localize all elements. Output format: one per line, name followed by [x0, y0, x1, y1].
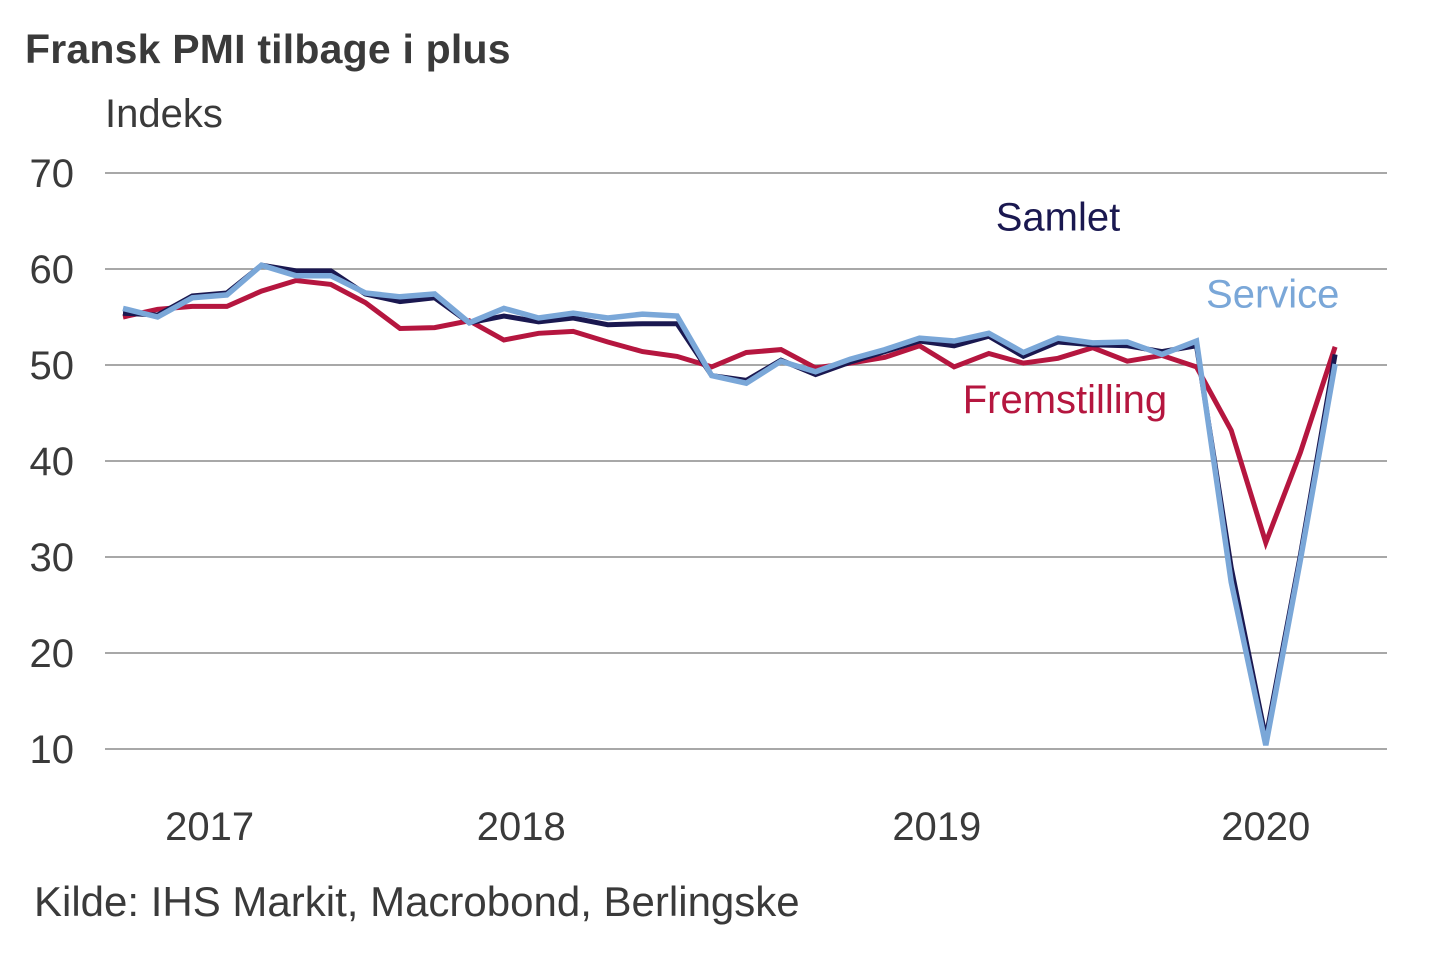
series-annotations: Samlet Service Fremstilling: [963, 196, 1340, 422]
gridlines: [105, 172, 1387, 750]
y-axis-unit-label: Indeks: [105, 92, 223, 136]
x-tick-label: 2019: [892, 805, 981, 849]
series-label-fremstilling: Fremstilling: [963, 378, 1167, 422]
y-tick-label: 70: [30, 152, 75, 196]
y-axis-ticks: 70 60 50 40 30 20 10: [30, 152, 75, 772]
series-line-fremstilling: [122, 277, 1338, 551]
source-note: Kilde: IHS Markit, Macrobond, Berlingske: [34, 878, 800, 925]
y-tick-label: 40: [30, 440, 75, 484]
y-tick-label: 60: [30, 248, 75, 292]
series-fremstilling: [122, 277, 1338, 551]
y-tick-label: 30: [30, 536, 75, 580]
x-tick-label: 2018: [477, 805, 566, 849]
x-tick-label: 2017: [165, 805, 254, 849]
series-lines: [122, 262, 1338, 746]
series-label-samlet: Samlet: [996, 196, 1121, 240]
chart-title: Fransk PMI tilbage i plus: [25, 26, 511, 72]
series-service: [122, 262, 1338, 746]
series-label-service: Service: [1206, 272, 1339, 316]
x-tick-label: 2020: [1221, 805, 1310, 849]
y-tick-label: 20: [30, 632, 75, 676]
y-tick-label: 10: [30, 728, 75, 772]
x-axis-ticks: 2017 2018 2019 2020: [165, 805, 1310, 849]
series-line-service: [122, 262, 1338, 746]
y-tick-label: 50: [30, 344, 75, 388]
series-samlet: [122, 262, 1338, 739]
series-line-samlet: [122, 262, 1338, 739]
